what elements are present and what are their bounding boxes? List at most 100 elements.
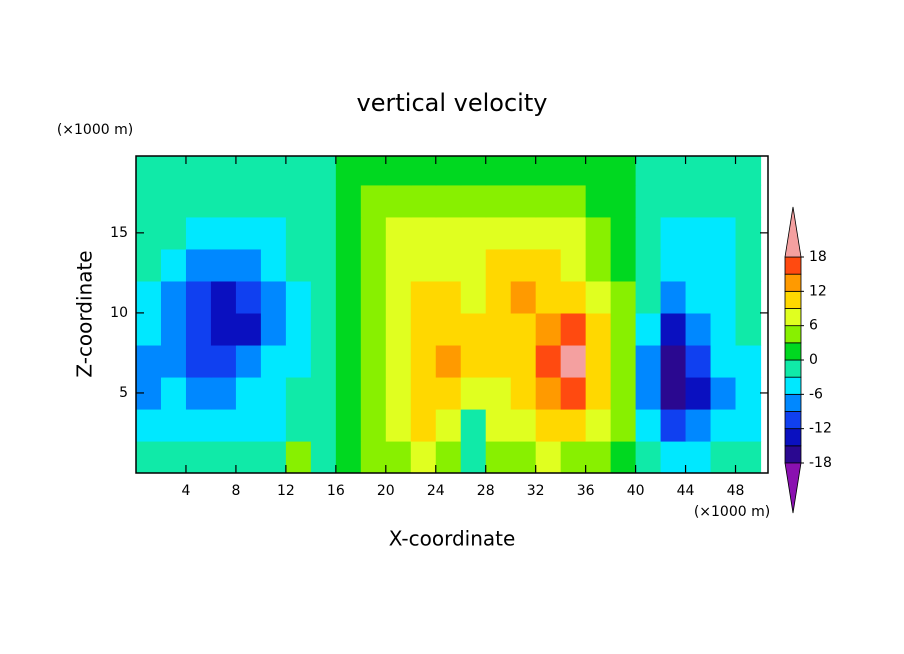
- field-cell: [335, 248, 362, 282]
- field-cell: [735, 312, 762, 346]
- field-cell: [710, 344, 737, 378]
- field-cell: [510, 408, 537, 442]
- field-cell: [385, 408, 412, 442]
- x-tick-label: 20: [377, 483, 395, 499]
- field-cell: [635, 440, 662, 473]
- colorbar-label: 6: [809, 318, 818, 334]
- field-cell: [510, 344, 537, 378]
- field-cell: [410, 408, 437, 442]
- field-cell: [235, 216, 262, 250]
- field-cell: [635, 280, 662, 314]
- x-tick-label: 32: [527, 483, 545, 499]
- field-cell: [136, 440, 162, 473]
- field-cell: [660, 248, 687, 282]
- field-cell: [460, 408, 487, 442]
- field-cell: [485, 280, 512, 314]
- field-cell: [735, 184, 762, 218]
- colorbar-box: [784, 273, 802, 292]
- field-cell: [460, 344, 487, 378]
- chart-title: vertical velocity: [357, 89, 548, 117]
- field-cell: [136, 248, 162, 282]
- field-cell: [560, 156, 587, 186]
- field-cell: [510, 156, 537, 186]
- field-cell: [710, 216, 737, 250]
- field-cell: [260, 184, 287, 218]
- field-cell: [560, 376, 587, 410]
- field-cell: [335, 280, 362, 314]
- x-tick-label: 28: [477, 483, 495, 499]
- field-cell: [185, 408, 212, 442]
- field-cell: [285, 184, 312, 218]
- field-cell: [310, 248, 337, 282]
- field-cell: [185, 156, 212, 186]
- x-tick-label: 8: [231, 483, 240, 499]
- field-cell: [310, 440, 337, 473]
- colorbar-box: [784, 325, 802, 344]
- y-tick-label: 5: [119, 385, 128, 401]
- field-cell: [435, 156, 462, 186]
- field-cell: [335, 440, 362, 473]
- field-cell: [435, 216, 462, 250]
- field-cell: [435, 184, 462, 218]
- field-cell: [160, 408, 187, 442]
- field-cell: [710, 312, 737, 346]
- field-cell: [560, 280, 587, 314]
- field-cell: [735, 280, 762, 314]
- field-cell: [260, 312, 287, 346]
- field-cell: [610, 184, 637, 218]
- field-cell: [210, 344, 237, 378]
- field-cell: [410, 156, 437, 186]
- field-cell: [435, 280, 462, 314]
- field-cell: [485, 156, 512, 186]
- field-cell: [585, 376, 612, 410]
- field-cell: [585, 344, 612, 378]
- x-tick-label: 4: [181, 483, 190, 499]
- field-cell: [235, 312, 262, 346]
- field-cell: [310, 408, 337, 442]
- field-cell: [710, 376, 737, 410]
- field-cell: [385, 156, 412, 186]
- field-cell: [410, 184, 437, 218]
- colorbar-label: 12: [809, 283, 827, 299]
- field-cell: [235, 184, 262, 218]
- field-cell: [685, 184, 712, 218]
- field-cell: [660, 376, 687, 410]
- field: [136, 156, 762, 473]
- field-cell: [410, 216, 437, 250]
- x-tick-label: 48: [727, 483, 745, 499]
- colorbar-box: [784, 308, 802, 327]
- field-cell: [710, 248, 737, 282]
- field-cell: [435, 440, 462, 473]
- field-cell: [735, 248, 762, 282]
- field-cell: [610, 440, 637, 473]
- field-cell: [710, 184, 737, 218]
- field-cell: [335, 344, 362, 378]
- field-cell: [160, 280, 187, 314]
- field-cell: [285, 408, 312, 442]
- field-cell: [360, 184, 387, 218]
- field-cell: [610, 280, 637, 314]
- field-cell: [535, 248, 562, 282]
- field-cell: [260, 156, 287, 186]
- y-tick-label: 15: [110, 225, 128, 241]
- colorbar-box: [784, 445, 802, 464]
- field-cell: [335, 156, 362, 186]
- field-cell: [360, 312, 387, 346]
- colorbar-box: [784, 256, 802, 275]
- field-cell: [185, 440, 212, 473]
- field-cell: [660, 408, 687, 442]
- field-cell: [360, 408, 387, 442]
- field-cell: [210, 248, 237, 282]
- field-cell: [460, 312, 487, 346]
- field-cell: [285, 376, 312, 410]
- field-cell: [260, 248, 287, 282]
- field-cell: [735, 156, 762, 186]
- field-cell: [710, 440, 737, 473]
- x-tick-label: 36: [577, 483, 595, 499]
- field-cell: [510, 248, 537, 282]
- field-cell: [735, 408, 762, 442]
- field-cell: [360, 440, 387, 473]
- field-cell: [560, 216, 587, 250]
- field-cell: [585, 248, 612, 282]
